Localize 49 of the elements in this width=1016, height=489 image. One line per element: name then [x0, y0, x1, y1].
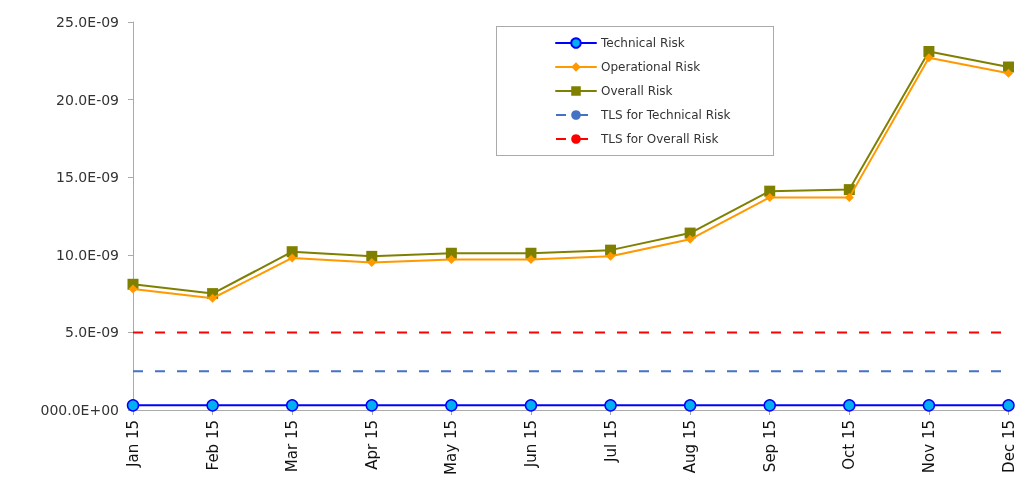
- y-tick-label: 15.0E-09: [56, 169, 119, 186]
- x-tick-label: Dec 15: [999, 420, 1016, 473]
- point: [683, 399, 697, 412]
- point: [526, 254, 536, 264]
- point: [128, 284, 138, 294]
- point: [763, 399, 776, 412]
- point: [924, 53, 934, 63]
- x-tick-label: Feb 15: [203, 420, 222, 471]
- y-tick-label: 20.0E-09: [56, 91, 119, 108]
- point: [446, 254, 456, 264]
- x-tick-label: Apr 15: [362, 420, 381, 470]
- x-tick-label: Jun 15: [521, 420, 540, 469]
- legend-label: Operational Risk: [601, 60, 701, 74]
- legend-label: Technical Risk: [600, 36, 685, 50]
- point: [606, 251, 616, 261]
- point: [524, 399, 538, 412]
- point: [922, 399, 936, 412]
- point: [604, 399, 617, 412]
- point: [685, 234, 695, 244]
- point: [126, 399, 140, 412]
- x-tick-label: Jan 15: [124, 420, 142, 468]
- x-tick-label: Aug 15: [681, 420, 700, 474]
- point: [206, 399, 219, 412]
- y-tick-label: 000.0E+00: [40, 402, 119, 418]
- y-tick-label: 5.0E-09: [65, 324, 119, 341]
- x-tick-label: Mar 15: [283, 420, 302, 473]
- legend-label: Overall Risk: [601, 84, 673, 98]
- point: [923, 45, 935, 57]
- legend-label: TLS for Overall Risk: [600, 132, 719, 146]
- point: [1004, 68, 1013, 78]
- point: [286, 246, 298, 258]
- point: [445, 399, 458, 412]
- x-tick-label: Jul 15: [601, 420, 620, 463]
- x-tick-label: May 15: [442, 420, 461, 475]
- y-tick-label: 25.0E-09: [56, 14, 119, 30]
- point: [765, 192, 775, 202]
- point: [367, 258, 377, 268]
- point: [843, 399, 856, 412]
- point: [208, 293, 218, 303]
- point: [287, 253, 297, 263]
- x-tick-label: Oct 15: [840, 420, 859, 470]
- point: [285, 399, 299, 412]
- x-tick-label: Sep 15: [760, 420, 779, 473]
- point: [365, 399, 379, 412]
- x-tick-label: Nov 15: [919, 420, 938, 474]
- point: [844, 192, 854, 202]
- point: [1002, 399, 1015, 412]
- y-tick-label: 10.0E-09: [56, 246, 119, 263]
- legend-label: TLS for Technical Risk: [600, 108, 731, 122]
